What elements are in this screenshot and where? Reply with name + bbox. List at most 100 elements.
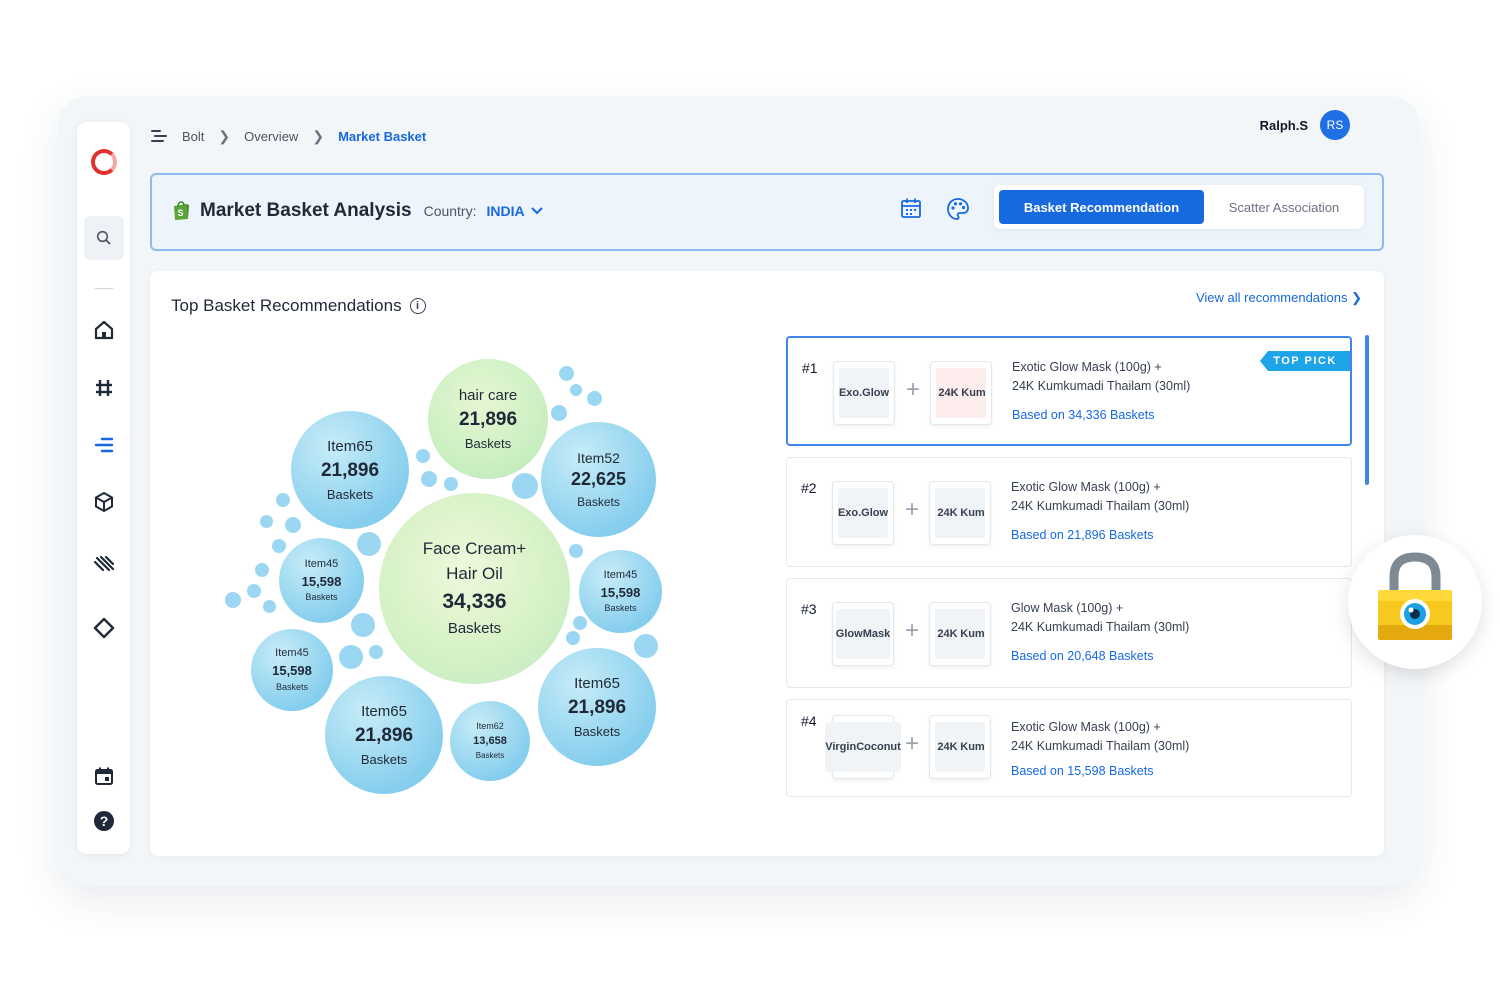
bubble-unit: Baskets <box>464 435 512 451</box>
recommendation-card[interactable]: #4 Virgin Coconut + 24K Kum Exotic Glow Ma… <box>786 699 1352 797</box>
bubble-dot <box>559 366 574 381</box>
bubble-item45[interactable]: Item45 15,598 Baskets <box>251 629 333 711</box>
bubble-dot <box>263 600 276 613</box>
bubble-dot <box>285 517 301 533</box>
user-name: Ralph.S <box>1259 117 1308 133</box>
product-thumb-label: Virgin <box>825 722 857 772</box>
product-thumb-label: Glow <box>862 368 890 418</box>
tab-scatter-association[interactable]: Scatter Association <box>1228 199 1340 215</box>
sidebar-item-market-basket[interactable] <box>77 423 130 467</box>
bubble-value: 13,658 <box>473 735 507 747</box>
home-icon <box>94 320 113 340</box>
product-thumb: Exo. Glow <box>833 361 895 425</box>
sidebar-search[interactable] <box>77 216 130 260</box>
bubble-label: Item65 <box>327 437 373 455</box>
combo-line: 24K Kumkumadi Thailam (30ml) <box>1011 620 1190 634</box>
bubble-dot <box>276 493 290 507</box>
bubble-item65[interactable]: Item65 21,896 Baskets <box>325 676 443 794</box>
cube-icon <box>94 492 113 512</box>
bubble-dot <box>569 544 583 558</box>
user-menu[interactable]: Ralph.S RS <box>1260 110 1350 140</box>
bubble-unit: Baskets <box>305 592 338 603</box>
sidebar-item-home[interactable] <box>77 308 130 352</box>
logo-ring-icon <box>90 149 117 175</box>
combo-line: 24K Kumkumadi Thailam (30ml) <box>1011 739 1190 753</box>
info-icon[interactable]: i <box>409 298 426 314</box>
product-thumb-label: Kum <box>960 609 985 659</box>
tab-basket-recommendation[interactable]: Basket Recommendation <box>999 190 1204 224</box>
product-thumb: Exo. Glow <box>832 481 894 545</box>
bubble-label: Item45 <box>603 568 638 581</box>
product-thumb-label: 24K <box>935 488 960 538</box>
bubble-label: Hair Oil <box>446 564 503 584</box>
chevron-right-icon: ❯ <box>218 127 231 144</box>
breadcrumb: Bolt ❯ Overview ❯ Market Basket <box>150 124 426 148</box>
bubble-dot <box>272 539 286 553</box>
bubble-label: Item52 <box>577 449 620 466</box>
top-pick-badge: TOP PICK <box>1260 351 1350 371</box>
sidebar-item-stripes[interactable] <box>77 543 130 587</box>
product-thumb-label: Exo. <box>838 368 863 418</box>
bubble-value: 15,598 <box>301 573 342 589</box>
menu-icon[interactable] <box>150 128 168 144</box>
country-value: INDIA <box>486 203 525 219</box>
avatar[interactable]: RS <box>1320 110 1350 140</box>
view-all-link[interactable]: View all recommendations ❯ <box>1195 290 1362 305</box>
sidebar-item-products[interactable] <box>77 480 130 524</box>
bubble-dot <box>255 563 269 577</box>
product-thumb-label: Exo. <box>837 488 862 538</box>
breadcrumb-item[interactable]: Bolt <box>182 128 205 144</box>
bubble-item65[interactable]: Item65 21,896 Baskets <box>538 648 656 766</box>
bubble-dot <box>416 449 430 463</box>
product-thumb-label: Kum <box>960 722 985 772</box>
sidebar-item-help[interactable]: ? <box>77 799 130 843</box>
bubble-item65[interactable]: Item65 21,896 Baskets <box>291 411 409 529</box>
calendar-icon <box>94 767 113 785</box>
recommendation-card[interactable]: #3 Glow Mask + 24K Kum Glow Mask (100g) + 2… <box>786 578 1352 688</box>
bubble-hair-care[interactable]: hair care 21,896 Baskets <box>428 359 548 479</box>
bubble-label: Item65 <box>574 674 620 692</box>
bubble-item45[interactable]: Item45 15,598 Baskets <box>579 550 662 633</box>
bubble-dot <box>587 391 602 406</box>
breadcrumb-item[interactable]: Overview <box>244 128 299 144</box>
recommendation-card[interactable]: #1 Exo. Glow + 24K Kum Exotic Glow Mask (1… <box>786 336 1352 446</box>
product-thumb-label: Glow <box>861 488 889 538</box>
bubble-item52[interactable]: Item52 22,625 Baskets <box>541 422 656 537</box>
rank-label: #4 <box>801 713 817 729</box>
palette-icon[interactable] <box>946 197 970 221</box>
app-logo[interactable] <box>77 140 130 184</box>
bubble-value: 22,625 <box>570 469 627 490</box>
bubble-unit: Baskets <box>360 751 408 767</box>
bubble-dot <box>339 645 363 669</box>
scrollbar-thumb[interactable] <box>1365 335 1369 485</box>
bubble-item62[interactable]: Item62 13,658 Baskets <box>450 701 530 781</box>
country-select[interactable]: INDIA <box>487 203 543 219</box>
product-thumb: 24K Kum <box>929 602 991 666</box>
bubble-dot <box>551 405 567 421</box>
bubble-item45[interactable]: Item45 15,598 Baskets <box>279 538 364 623</box>
bubble-unit: Baskets <box>447 619 502 637</box>
calendar-icon[interactable] <box>900 197 922 219</box>
sidebar-item-hash[interactable] <box>77 366 130 410</box>
plus-icon: + <box>906 376 921 403</box>
bubble-face-cream-hair-oil[interactable]: Face Cream+ Hair Oil 34,336 Baskets <box>379 493 570 684</box>
bubble-dot <box>573 616 587 630</box>
bubble-value: 15,598 <box>272 663 312 679</box>
product-thumb: 24K Kum <box>930 361 992 425</box>
product-thumb-label: 24K <box>935 722 960 772</box>
bubble-value: 21,896 <box>354 724 414 746</box>
sidebar-item-calendar[interactable] <box>77 754 130 798</box>
basket-count: Based on 15,598 Baskets <box>1011 764 1154 778</box>
bubble-unit: Baskets <box>326 486 374 502</box>
plus-icon: + <box>905 617 920 644</box>
view-all-label: View all recommendations <box>1195 290 1348 305</box>
bubble-dot <box>225 592 241 608</box>
lock-icon <box>1378 552 1452 640</box>
bubble-label: Face Cream+ <box>422 539 527 559</box>
combo-line: 24K Kumkumadi Thailam (30ml) <box>1011 499 1190 513</box>
basket-count: Based on 20,648 Baskets <box>1011 649 1154 663</box>
diamond-icon <box>93 617 114 639</box>
sidebar-item-diamond[interactable] <box>77 606 130 650</box>
recommendation-card[interactable]: #2 Exo. Glow + 24K Kum Exotic Glow Mask (1… <box>786 457 1352 567</box>
hash-icon <box>95 380 112 396</box>
